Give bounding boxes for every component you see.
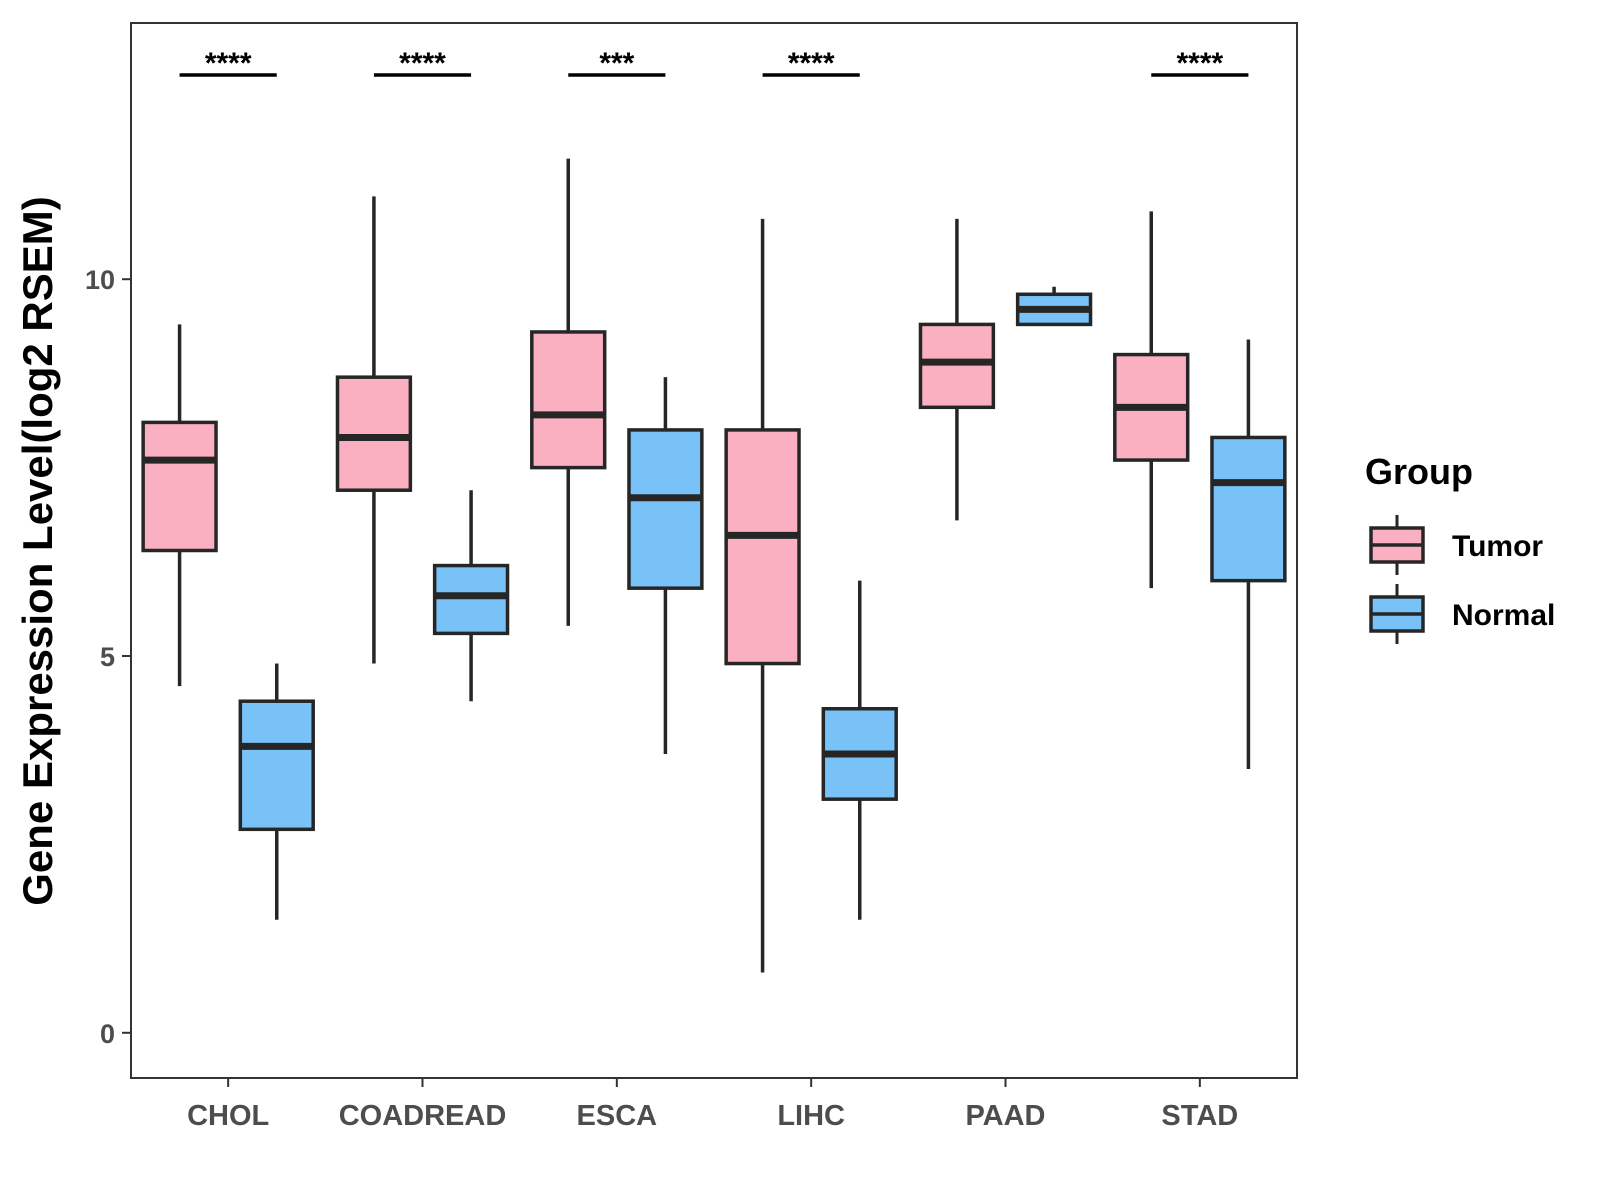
significance-label-esca: ***	[599, 47, 634, 80]
box-iqr	[530, 330, 607, 470]
chart-marks: **** **** *** **** ****	[141, 47, 1287, 973]
box-iqr	[432, 563, 510, 636]
box-esca-tumor	[530, 158, 607, 626]
x-tick-label-chol: CHOL	[187, 1100, 269, 1132]
box-iqr	[918, 322, 996, 410]
legend-key-normal	[1369, 584, 1425, 644]
y-axis-title: Gene Expression Level(log2 RSEM)	[14, 196, 61, 906]
box-iqr	[141, 420, 218, 553]
box-iqr	[1210, 435, 1287, 583]
box-paad-normal	[1015, 286, 1093, 327]
box-esca-normal	[627, 377, 704, 754]
x-tick-label-coadread: COADREAD	[339, 1100, 507, 1132]
box-iqr	[627, 428, 704, 590]
legend-label-tumor: Tumor	[1452, 530, 1543, 563]
box-chol-normal	[238, 663, 315, 920]
legend-label-normal: Normal	[1452, 599, 1555, 632]
box-lihc-normal	[821, 580, 898, 920]
significance-label-chol: ****	[205, 47, 252, 80]
box-iqr	[724, 428, 801, 666]
y-tick-label: 10	[85, 265, 115, 295]
box-lihc-tumor	[724, 218, 801, 973]
x-tick-label-paad: PAAD	[965, 1100, 1045, 1132]
box-chol-tumor	[141, 324, 218, 687]
y-tick-label: 5	[100, 642, 115, 672]
significance-label-coadread: ****	[399, 47, 446, 80]
box-stad-normal	[1210, 339, 1287, 770]
x-tick-label-lihc: LIHC	[777, 1100, 845, 1132]
legend: Group Tumor Normal	[1365, 451, 1555, 644]
significance-label-stad: ****	[1176, 47, 1223, 80]
chart-axes: 0 5 10 CHOL COADREAD ESCA LIHC PAAD STAD	[85, 265, 1238, 1132]
legend-key-tumor	[1369, 515, 1425, 575]
significance-label-lihc: ****	[788, 47, 835, 80]
y-tick-label: 0	[100, 1019, 115, 1049]
plot-panel	[130, 22, 1298, 1079]
x-tick-label-stad: STAD	[1161, 1100, 1238, 1132]
box-coadread-normal	[432, 490, 510, 702]
box-iqr	[238, 699, 315, 832]
box-stad-tumor	[1113, 211, 1190, 589]
box-coadread-tumor	[335, 196, 413, 664]
legend-title: Group	[1365, 451, 1473, 492]
box-paad-tumor	[918, 218, 996, 521]
box-iqr	[335, 375, 413, 492]
x-tick-label-esca: ESCA	[577, 1100, 658, 1132]
